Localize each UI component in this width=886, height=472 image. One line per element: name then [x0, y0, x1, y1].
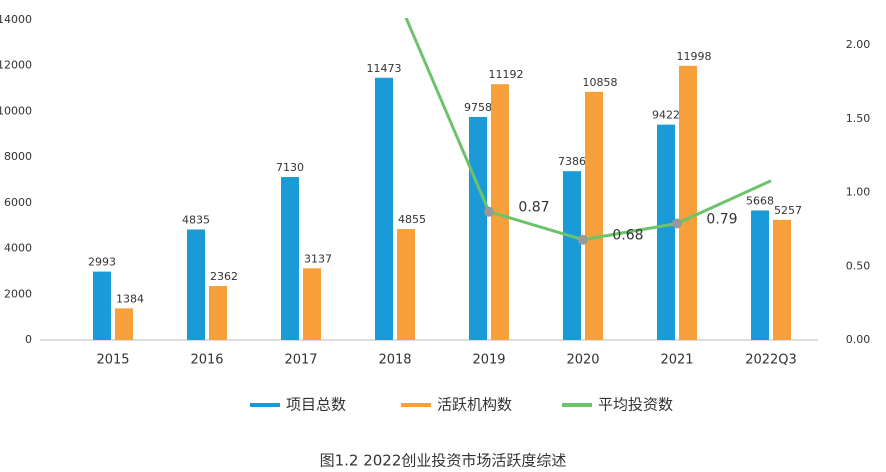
y-tick-label: 4000 — [4, 242, 32, 255]
data-label: 11473 — [367, 62, 402, 75]
bar — [563, 171, 581, 340]
y-tick-label: 14000 — [0, 13, 32, 26]
y-tick-label: 0 — [25, 333, 32, 346]
caption: 图1.2 2022创业投资市场活跃度综述 — [320, 452, 567, 470]
x-tick-label: 2015 — [96, 353, 129, 368]
bar — [187, 229, 205, 340]
line-label: 0.68 — [612, 228, 643, 244]
y2-tick-label: 2.00 — [846, 38, 871, 51]
data-label: 9422 — [652, 109, 680, 122]
y-tick-label: 6000 — [4, 196, 32, 209]
bar — [375, 77, 393, 340]
y-tick-label: 2000 — [4, 287, 32, 300]
bar — [657, 124, 675, 340]
bar — [751, 210, 769, 340]
line-marker — [672, 218, 682, 229]
legend-label: 项目总数 — [286, 396, 346, 414]
y-tick-label: 10000 — [0, 104, 32, 117]
line-marker — [484, 206, 494, 217]
x-tick-label: 2021 — [660, 353, 693, 368]
bar — [209, 286, 227, 340]
line — [404, 18, 772, 242]
data-label: 7130 — [276, 161, 304, 174]
data-label: 3137 — [304, 252, 332, 265]
y2-tick-label: 1.50 — [846, 112, 871, 125]
bar — [679, 65, 697, 340]
y2-tick-label: 1.00 — [846, 186, 871, 199]
bar — [585, 91, 603, 341]
data-label: 7386 — [558, 155, 586, 168]
data-label: 4835 — [182, 213, 210, 226]
x-tick-label: 2016 — [190, 353, 223, 368]
data-label: 11192 — [489, 68, 524, 81]
bar — [397, 229, 415, 340]
line-label: 0.79 — [706, 212, 737, 228]
bar — [773, 219, 791, 340]
x-tick-label: 2017 — [284, 353, 317, 368]
x-tick-label: 2019 — [472, 353, 505, 368]
bar — [281, 177, 299, 340]
bar — [115, 308, 133, 340]
y-tick-label: 12000 — [0, 59, 32, 72]
y-tick-label: 8000 — [4, 150, 32, 163]
bar — [93, 271, 111, 340]
y2-tick-label: 0.00 — [846, 333, 871, 346]
data-label: 2362 — [210, 270, 238, 283]
data-label: 9758 — [464, 101, 492, 114]
data-label: 2993 — [88, 256, 116, 269]
bar — [469, 116, 487, 341]
bar — [303, 268, 321, 340]
data-label: 1384 — [116, 292, 144, 305]
line-group — [404, 18, 772, 242]
line-marker — [578, 234, 588, 245]
x-tick-label: 2022Q3 — [745, 353, 797, 368]
y2-tick-label: 0.50 — [846, 259, 871, 272]
data-label: 5257 — [774, 204, 802, 217]
bar — [491, 84, 509, 340]
x-tick-label: 2018 — [378, 353, 411, 368]
legend-label: 平均投资数 — [598, 396, 673, 414]
data-label: 11998 — [677, 50, 712, 63]
legend-label: 活跃机构数 — [437, 396, 512, 414]
x-tick-label: 2020 — [566, 353, 599, 368]
data-label: 4855 — [398, 213, 426, 226]
line-label: 0.87 — [518, 200, 549, 216]
data-label: 5668 — [746, 194, 774, 207]
data-label: 10858 — [583, 76, 618, 89]
